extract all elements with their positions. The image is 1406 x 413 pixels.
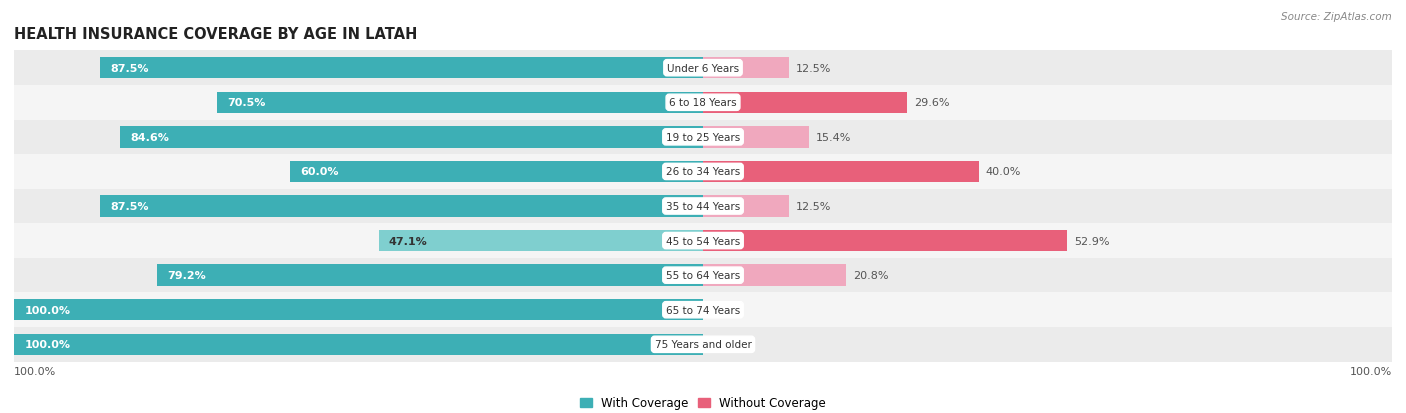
Text: 19 to 25 Years: 19 to 25 Years — [666, 133, 740, 142]
Bar — [703, 58, 789, 79]
Text: 79.2%: 79.2% — [167, 271, 207, 280]
Text: 47.1%: 47.1% — [389, 236, 427, 246]
Text: 45 to 54 Years: 45 to 54 Years — [666, 236, 740, 246]
Bar — [703, 161, 979, 183]
Bar — [100, 58, 703, 79]
Bar — [290, 161, 703, 183]
Text: 84.6%: 84.6% — [131, 133, 169, 142]
Text: 87.5%: 87.5% — [111, 202, 149, 211]
Text: 60.0%: 60.0% — [299, 167, 339, 177]
Bar — [14, 189, 1392, 224]
Text: 52.9%: 52.9% — [1074, 236, 1109, 246]
Bar — [378, 230, 703, 252]
Text: 26 to 34 Years: 26 to 34 Years — [666, 167, 740, 177]
Bar — [14, 224, 1392, 258]
Text: 65 to 74 Years: 65 to 74 Years — [666, 305, 740, 315]
Bar — [703, 93, 907, 114]
Bar — [100, 196, 703, 217]
Text: 70.5%: 70.5% — [228, 98, 266, 108]
Bar — [703, 196, 789, 217]
Bar — [14, 334, 703, 355]
Bar — [14, 120, 1392, 155]
Text: 0.0%: 0.0% — [710, 305, 738, 315]
Bar — [14, 327, 1392, 362]
Text: 55 to 64 Years: 55 to 64 Years — [666, 271, 740, 280]
Text: 100.0%: 100.0% — [24, 339, 70, 349]
Bar — [703, 230, 1067, 252]
Text: 29.6%: 29.6% — [914, 98, 949, 108]
Text: Source: ZipAtlas.com: Source: ZipAtlas.com — [1281, 12, 1392, 22]
Text: 100.0%: 100.0% — [1350, 366, 1392, 376]
Bar — [703, 265, 846, 286]
Bar — [14, 299, 703, 320]
Text: 87.5%: 87.5% — [111, 64, 149, 74]
Bar — [14, 258, 1392, 293]
Legend: With Coverage, Without Coverage: With Coverage, Without Coverage — [575, 392, 831, 413]
Bar — [14, 155, 1392, 189]
Text: 35 to 44 Years: 35 to 44 Years — [666, 202, 740, 211]
Bar — [120, 127, 703, 148]
Bar — [703, 127, 808, 148]
Text: HEALTH INSURANCE COVERAGE BY AGE IN LATAH: HEALTH INSURANCE COVERAGE BY AGE IN LATA… — [14, 26, 418, 41]
Text: 75 Years and older: 75 Years and older — [655, 339, 751, 349]
Bar — [218, 93, 703, 114]
Text: 12.5%: 12.5% — [796, 64, 831, 74]
Text: 12.5%: 12.5% — [796, 202, 831, 211]
Bar — [14, 51, 1392, 86]
Text: 100.0%: 100.0% — [14, 366, 56, 376]
Text: 0.0%: 0.0% — [710, 339, 738, 349]
Text: 100.0%: 100.0% — [24, 305, 70, 315]
Bar — [157, 265, 703, 286]
Bar — [14, 293, 1392, 327]
Text: 6 to 18 Years: 6 to 18 Years — [669, 98, 737, 108]
Text: Under 6 Years: Under 6 Years — [666, 64, 740, 74]
Bar — [14, 86, 1392, 120]
Text: 20.8%: 20.8% — [853, 271, 889, 280]
Text: 40.0%: 40.0% — [986, 167, 1021, 177]
Text: 15.4%: 15.4% — [815, 133, 852, 142]
